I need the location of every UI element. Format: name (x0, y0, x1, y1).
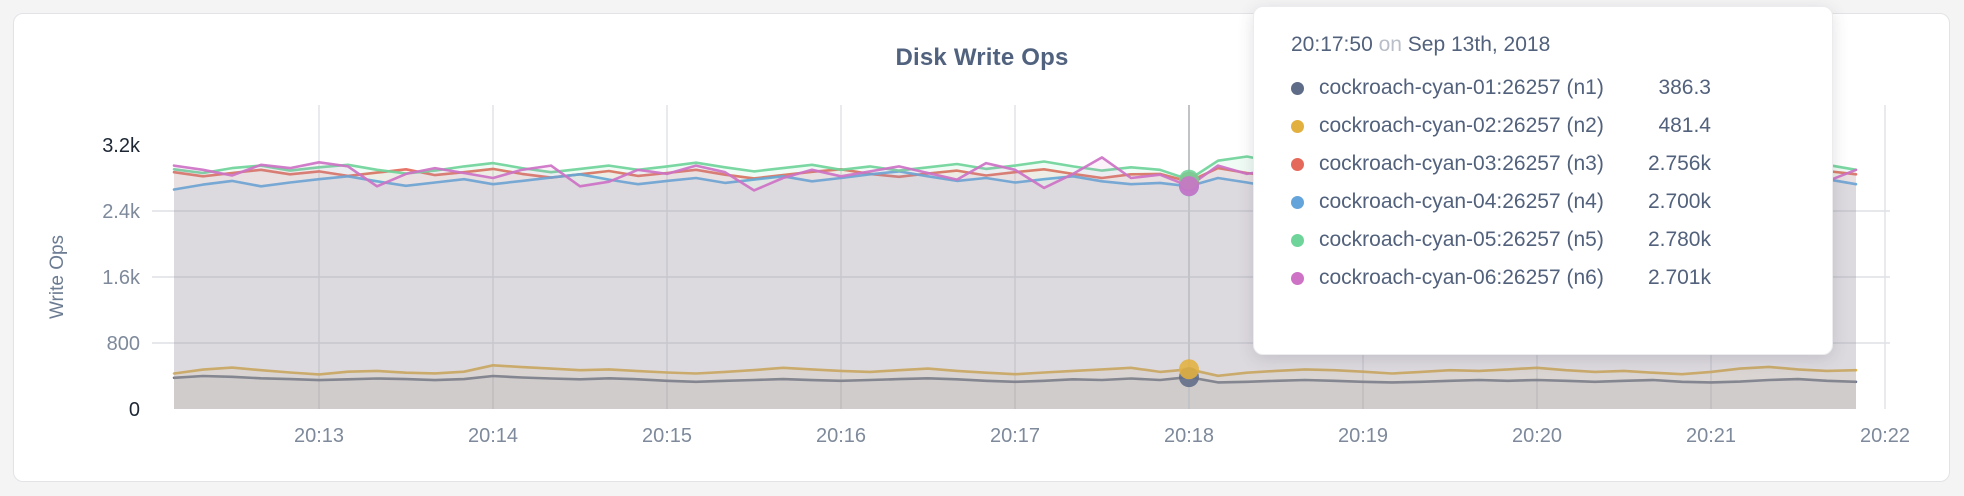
series-color-dot (1291, 119, 1304, 133)
tooltip-date: Sep 13th, 2018 (1407, 33, 1551, 56)
tooltip-time: 20:17:50 (1291, 33, 1373, 56)
hover-dot-n6 (1179, 176, 1199, 197)
series-area-n2 (174, 365, 1856, 409)
series-value: 2.756k (1647, 152, 1711, 175)
x-tick-label: 20:20 (1512, 425, 1562, 447)
x-tick-label: 20:13 (294, 425, 344, 447)
x-tick-label: 20:21 (1686, 425, 1736, 447)
series-name: cockroach-cyan-02:26257 (n2) (1319, 114, 1604, 137)
series-name: cockroach-cyan-05:26257 (n5) (1319, 228, 1604, 251)
x-tick-label: 20:22 (1860, 425, 1910, 447)
series-color-dot (1291, 233, 1304, 247)
hover-dot-n2 (1179, 359, 1199, 380)
series-color-dot (1291, 157, 1304, 171)
chart-title: Disk Write Ops (895, 44, 1069, 71)
series-color-dot (1291, 81, 1304, 95)
chart-tooltip: 20:17:50 on Sep 13th, 2018 cockroach-cya… (1253, 6, 1833, 355)
x-tick-label: 20:15 (642, 425, 692, 447)
tooltip-on-word: on (1378, 33, 1402, 56)
tooltip-series-row: cockroach-cyan-06:26257 (n6) 2.701k (1291, 259, 1711, 297)
tooltip-series-row: cockroach-cyan-05:26257 (n5) 2.780k (1291, 221, 1711, 259)
x-tick-label: 20:16 (816, 425, 866, 447)
tooltip-series-row: cockroach-cyan-01:26257 (n1) 386.3 (1291, 69, 1711, 107)
series-value: 2.700k (1647, 190, 1711, 213)
series-name: cockroach-cyan-03:26257 (n3) (1319, 152, 1604, 175)
series-line-n2 (172, 363, 1858, 378)
series-color-dot (1291, 271, 1304, 285)
series-color-dot (1291, 195, 1304, 209)
y-tick-label: 0 (129, 399, 140, 421)
series-name: cockroach-cyan-06:26257 (n6) (1319, 266, 1604, 289)
series-line-n1 (172, 374, 1858, 384)
x-tick-label: 20:17 (990, 425, 1040, 447)
y-tick-label: 800 (107, 333, 140, 355)
tooltip-series-row: cockroach-cyan-03:26257 (n3) 2.756k (1291, 145, 1711, 183)
series-value: 386.3 (1658, 76, 1711, 99)
series-value: 2.780k (1647, 228, 1711, 251)
series-area-n1 (174, 376, 1856, 409)
y-tick-label: 1.6k (102, 267, 141, 289)
series-value: 481.4 (1658, 114, 1711, 137)
series-value: 2.701k (1647, 266, 1711, 289)
series-name: cockroach-cyan-04:26257 (n4) (1319, 190, 1604, 213)
tooltip-series-row: cockroach-cyan-04:26257 (n4) 2.700k (1291, 183, 1711, 221)
tooltip-rows: cockroach-cyan-01:26257 (n1) 386.3 cockroa… (1291, 69, 1832, 297)
y-tick-label: 2.4k (102, 201, 141, 223)
x-tick-label: 20:19 (1338, 425, 1388, 447)
x-tick-label: 20:14 (468, 425, 518, 447)
tooltip-series-row: cockroach-cyan-02:26257 (n2) 481.4 (1291, 107, 1711, 145)
x-tick-label: 20:18 (1164, 425, 1214, 447)
series-name: cockroach-cyan-01:26257 (n1) (1319, 76, 1604, 99)
y-tick-label: 3.2k (102, 135, 141, 157)
tooltip-header: 20:17:50 on Sep 13th, 2018 (1291, 33, 1832, 57)
